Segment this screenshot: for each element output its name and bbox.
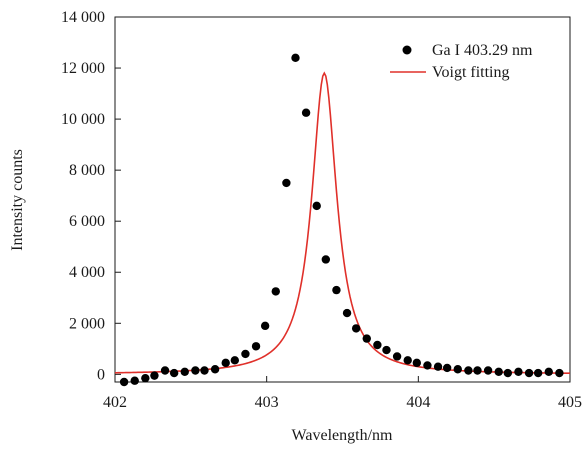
y-tick-label: 4 000 [69,264,105,281]
plot-area [114,16,571,383]
data-point [503,368,513,378]
data-point [464,366,473,375]
data-point [241,349,250,359]
data-point [169,368,179,378]
data-point [442,363,452,373]
data-point [312,201,321,211]
data-point [150,371,159,380]
data-point [362,334,371,343]
x-axis-label: Wavelength/nm [292,427,393,444]
data-point [210,365,220,374]
data-point [200,366,209,375]
y-tick-label: 14 000 [61,9,105,26]
data-point [180,367,189,376]
y-tick-label: 12 000 [61,60,105,77]
legend: Ga I 403.29 nm Voigt fitting [390,42,533,81]
y-tick-label: 0 [97,366,105,383]
y-axis-label: Intensity counts [9,149,26,251]
y-axis: 0 2 000 4 000 6 000 8 000 10 000 12 000 14 000 [61,9,121,383]
data-point [119,377,129,387]
data-point [494,367,503,376]
data-point [533,368,543,378]
x-tick-label: 403 [255,394,279,411]
data-point [271,287,280,296]
data-point [160,366,170,375]
fit-line [114,71,571,374]
x-tick-label: 404 [406,394,430,411]
data-point [342,308,352,318]
y-tick-label: 10 000 [61,111,105,128]
y-tick-label: 2 000 [69,315,105,332]
scatter-series [119,53,564,387]
data-point [282,178,291,188]
data-point [392,352,402,361]
y-tick-label: 6 000 [69,213,105,230]
data-point [544,367,553,376]
legend-label-fit: Voigt fitting [432,64,510,81]
legend-label-points: Ga I 403.29 nm [432,42,533,59]
data-point [473,366,482,375]
data-point [403,356,412,365]
data-point [332,285,341,295]
data-point [433,362,443,371]
data-point [321,255,331,264]
data-point [514,367,523,376]
data-point [373,340,382,350]
x-axis: 402 403 404 405 [103,376,582,411]
data-point [524,368,534,378]
data-point [141,373,150,383]
data-point [260,321,270,331]
data-point [130,376,139,385]
data-point [251,342,261,351]
data-point [382,345,391,355]
data-point [221,358,230,368]
y-tick-label: 8 000 [69,162,105,179]
plot-frame [114,16,571,383]
data-point [555,368,564,378]
data-point [412,358,422,368]
data-point [453,365,462,374]
data-point [483,366,493,375]
data-point [291,53,300,63]
data-point [301,108,311,117]
legend-marker-points [402,45,412,55]
data-point [423,361,432,370]
fit-series [114,71,571,374]
x-tick-label: 402 [103,394,127,411]
x-tick-label: 405 [558,394,582,411]
data-point [191,366,200,375]
data-point [230,356,240,365]
data-point [351,324,361,333]
